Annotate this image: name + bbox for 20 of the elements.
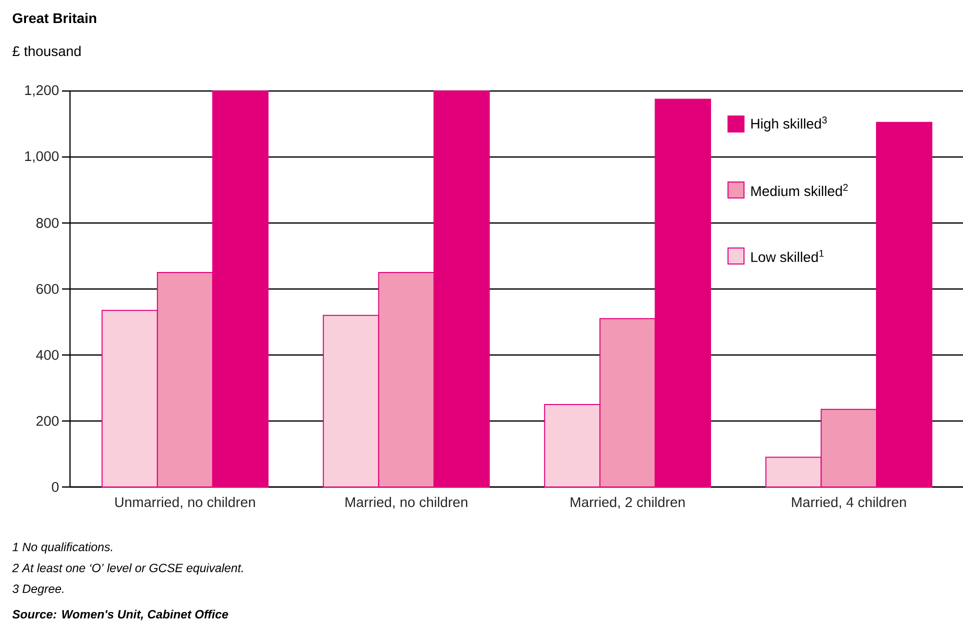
x-tick-label: Married, 4 children xyxy=(792,496,906,509)
y-tick-label: 1,200 xyxy=(25,85,59,97)
legend-label: Low skilled$^{1}$ xyxy=(751,250,824,262)
x-tick-label: Unmarried, no children xyxy=(115,496,255,509)
chart-title: Great Britain xyxy=(12,12,96,24)
text: 3 Degree. xyxy=(12,584,64,596)
y-axis-title: £ thousand xyxy=(12,46,81,56)
y-tick-label: 200 xyxy=(36,416,59,426)
y-tick-label: 0 xyxy=(52,482,59,492)
y-tick-label: 800 xyxy=(36,218,59,228)
y-tick-label: 600 xyxy=(36,284,59,294)
text: 1 No qualifications. xyxy=(12,542,112,554)
x-tick-label: Married, 2 children xyxy=(570,496,685,509)
text: 2 At least one ‘O’ level or GCSE equivalent. xyxy=(12,563,243,575)
y-tick-label: 1,000 xyxy=(25,151,59,163)
legend-label: Medium skilled$^{2}$ xyxy=(751,184,848,196)
y-tick-label: 400 xyxy=(36,350,59,360)
x-tick-label: Married, no children xyxy=(346,496,468,509)
source-note: Source: Women's Unit, Cabinet Office xyxy=(12,610,228,620)
legend-label: High skilled$^{3}$ xyxy=(751,116,827,132)
